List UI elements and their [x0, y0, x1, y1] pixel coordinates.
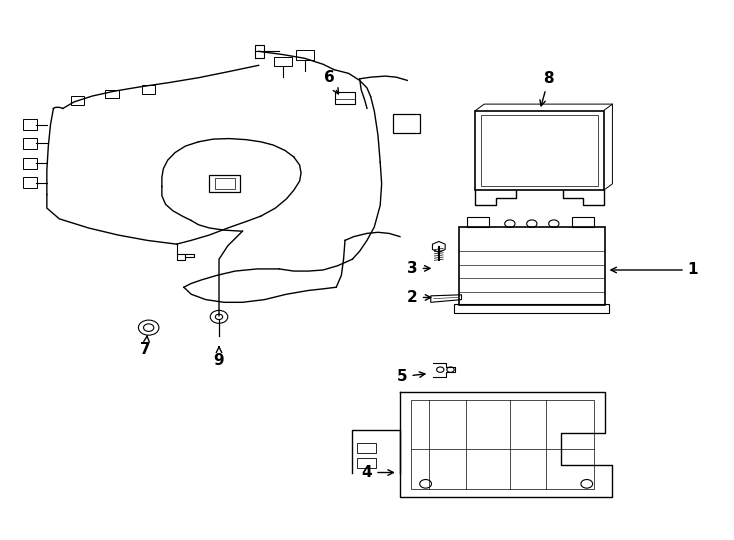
Bar [572, 217, 594, 227]
Bar [393, 114, 421, 133]
Text: 2: 2 [407, 290, 431, 305]
Bar [357, 458, 376, 468]
Bar [454, 304, 609, 313]
Bar [274, 57, 291, 66]
Bar [209, 174, 240, 192]
Bar [106, 90, 119, 98]
Text: 1: 1 [611, 262, 698, 278]
Bar [214, 178, 235, 189]
Bar [482, 115, 597, 186]
Text: 8: 8 [540, 71, 554, 106]
Bar [23, 138, 37, 149]
Text: 4: 4 [362, 465, 393, 480]
Bar [459, 227, 605, 305]
Text: 9: 9 [214, 347, 225, 368]
Bar [142, 85, 156, 94]
Bar [296, 50, 313, 60]
Bar [357, 443, 376, 453]
Bar [23, 177, 37, 188]
Bar [335, 92, 355, 104]
Bar [411, 400, 594, 489]
Text: 7: 7 [140, 336, 151, 357]
Text: 5: 5 [397, 369, 425, 384]
Bar [476, 111, 603, 190]
Bar [23, 158, 37, 168]
Text: 3: 3 [407, 261, 430, 276]
Text: 6: 6 [324, 70, 338, 94]
Bar [23, 119, 37, 130]
Bar [468, 217, 490, 227]
Bar [71, 96, 84, 105]
